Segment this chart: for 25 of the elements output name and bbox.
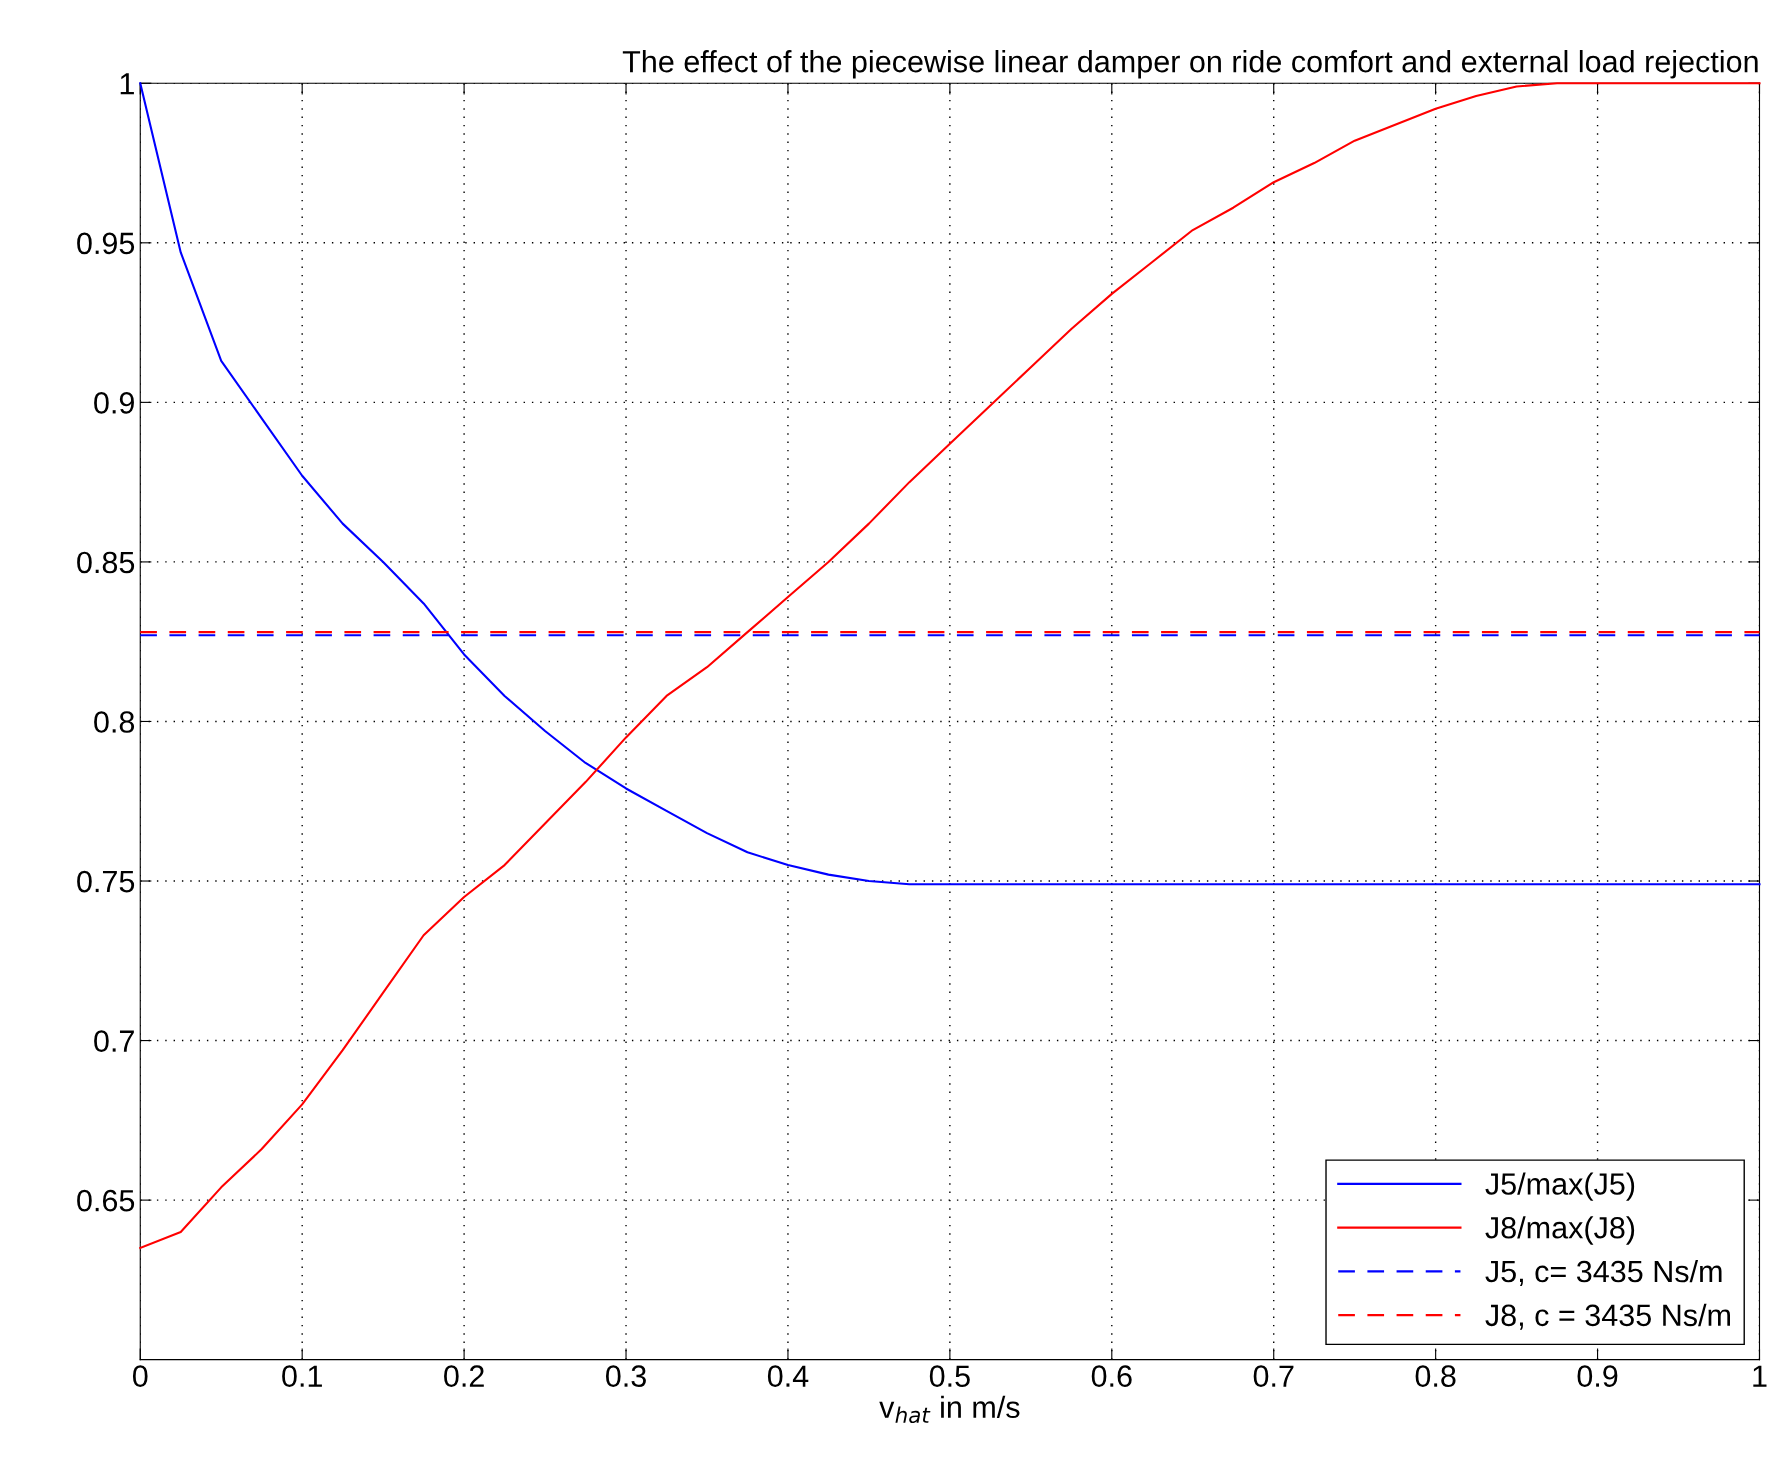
legend-label: J5/max(J5) (1485, 1172, 1635, 1201)
x-axis-title: v$_{hat}$ in m/s (879, 1395, 1020, 1424)
x-tick-label: 0.9 (1577, 1365, 1618, 1387)
x-tick-label: 0.2 (444, 1365, 484, 1387)
x-tick-label: 0.5 (929, 1365, 970, 1387)
chart-title: The effect of the piecewise linear damper on ride comfort and external load rejection (622, 50, 1758, 79)
y-tick-label: 0.95 (77, 232, 135, 255)
x-tick-label: 0.6 (1091, 1365, 1132, 1387)
legend-label: J5, c= 3435 Ns/m (1485, 1259, 1722, 1286)
x-tick-label: 0.1 (282, 1365, 322, 1387)
y-tick-label: 0.65 (77, 1189, 135, 1212)
x-tick-label: 0.8 (1415, 1365, 1456, 1387)
x-tick-label: 0.4 (767, 1365, 809, 1387)
x-tick-label: 0 (132, 1365, 148, 1387)
y-tick-label: 1 (120, 73, 134, 95)
y-tick-label: 0.75 (77, 870, 135, 893)
x-tick-label: 1 (1753, 1365, 1767, 1387)
x-tick-label: 0.7 (1253, 1365, 1294, 1387)
y-tick-label: 0.85 (77, 551, 135, 574)
x-tick-label: 0.3 (605, 1365, 646, 1387)
y-tick-label: 0.8 (94, 711, 135, 733)
y-tick-label: 0.9 (94, 392, 134, 414)
legend-label: J8/max(J8) (1485, 1216, 1635, 1245)
legend-label: J8, c = 3435 Ns/m (1485, 1303, 1730, 1330)
y-tick-label: 0.7 (94, 1030, 134, 1052)
